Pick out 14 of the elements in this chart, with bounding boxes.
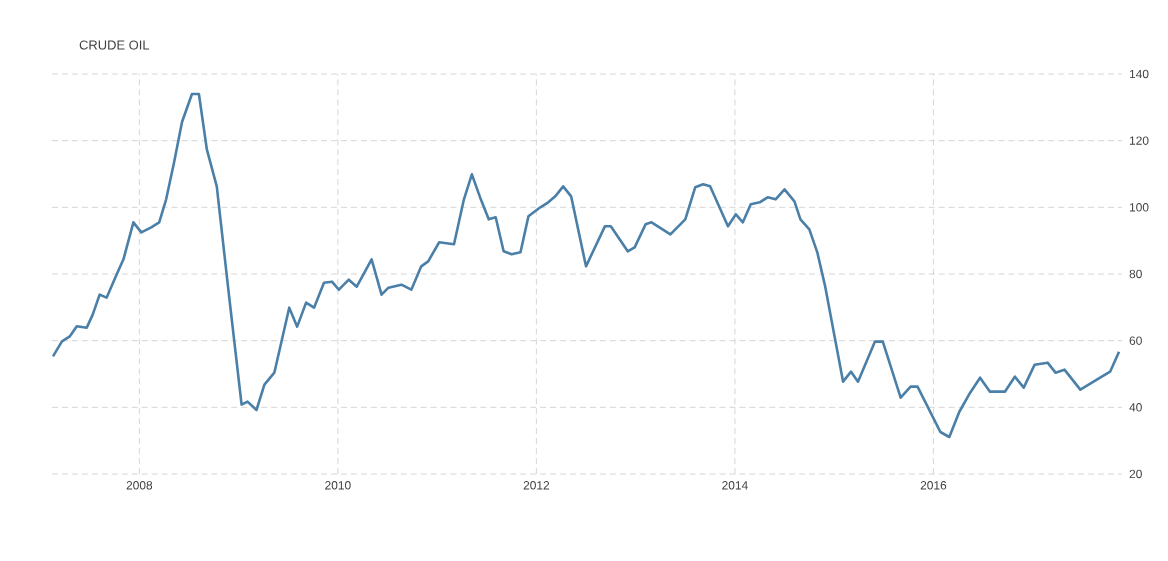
y-tick-label: 120 — [1129, 136, 1149, 145]
x-tick-label: 2010 — [325, 481, 351, 490]
chart-title: CRUDE OIL — [79, 40, 150, 50]
y-tick-label: 140 — [1129, 69, 1149, 79]
x-tick-label: 2012 — [523, 481, 550, 490]
y-tick-label: 100 — [1129, 203, 1149, 212]
x-tick-label: 2014 — [722, 481, 748, 490]
y-tick-label: 80 — [1129, 269, 1142, 279]
y-tick-label: 60 — [1129, 336, 1142, 345]
x-tick-label: 2008 — [126, 481, 153, 490]
y-tick-label: 40 — [1129, 403, 1142, 412]
line-series — [51, 92, 1121, 439]
y-tick-label: 20 — [1129, 469, 1142, 479]
x-tick-label: 2016 — [920, 481, 947, 490]
